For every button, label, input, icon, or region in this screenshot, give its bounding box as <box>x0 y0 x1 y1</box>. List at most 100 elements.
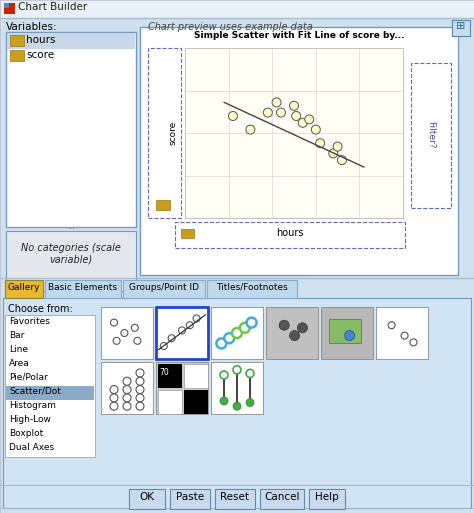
Circle shape <box>121 329 128 337</box>
Bar <box>45 280 121 298</box>
Circle shape <box>110 394 118 402</box>
Text: Scatter/Dot: Scatter/Dot <box>9 387 61 396</box>
Bar <box>158 390 182 414</box>
Circle shape <box>333 142 342 151</box>
Bar <box>376 307 428 359</box>
Circle shape <box>220 397 228 405</box>
Bar <box>6 32 136 227</box>
Circle shape <box>186 322 193 329</box>
Circle shape <box>276 108 285 117</box>
Bar <box>10 50 24 61</box>
Text: hours: hours <box>276 228 304 238</box>
Circle shape <box>168 334 175 342</box>
Text: Bar: Bar <box>9 331 24 340</box>
Circle shape <box>279 320 289 330</box>
Circle shape <box>220 371 228 379</box>
Bar <box>184 390 208 414</box>
Text: ⊞: ⊞ <box>456 21 465 31</box>
Circle shape <box>290 101 299 110</box>
Bar <box>266 307 318 359</box>
Circle shape <box>134 338 141 344</box>
Circle shape <box>246 125 255 134</box>
Circle shape <box>337 156 346 165</box>
Text: hours: hours <box>26 35 55 45</box>
Bar <box>6 330 94 344</box>
Text: Titles/Footnotes: Titles/Footnotes <box>216 283 288 292</box>
Circle shape <box>233 402 241 410</box>
Circle shape <box>246 369 254 378</box>
Circle shape <box>131 324 138 331</box>
Bar <box>6 386 94 400</box>
Circle shape <box>290 330 300 341</box>
Circle shape <box>136 386 144 393</box>
Bar <box>184 364 208 388</box>
Circle shape <box>136 369 144 377</box>
Bar <box>101 307 153 359</box>
Bar <box>181 229 194 238</box>
Circle shape <box>240 323 250 333</box>
Circle shape <box>123 377 131 385</box>
Circle shape <box>123 394 131 402</box>
Text: Basic Elements: Basic Elements <box>48 283 118 292</box>
Text: Variables:: Variables: <box>6 22 58 32</box>
Bar <box>5 315 95 457</box>
Text: Paste: Paste <box>176 492 204 502</box>
Circle shape <box>113 338 120 344</box>
Bar <box>156 362 208 414</box>
Circle shape <box>160 343 167 349</box>
Circle shape <box>110 319 118 326</box>
Bar <box>156 200 170 210</box>
Bar <box>6 372 94 386</box>
Text: Line: Line <box>9 345 28 354</box>
Circle shape <box>329 149 338 158</box>
Circle shape <box>345 330 355 341</box>
Bar <box>156 307 208 359</box>
Bar <box>185 48 403 218</box>
Text: Gallery: Gallery <box>8 283 40 292</box>
Circle shape <box>311 125 320 134</box>
Text: Histogram: Histogram <box>9 401 56 410</box>
Bar <box>170 489 210 509</box>
Text: score: score <box>168 121 177 145</box>
Text: ...: ... <box>67 222 75 231</box>
Text: Favorites: Favorites <box>9 317 50 326</box>
Bar <box>6 428 94 442</box>
Bar <box>6 316 94 330</box>
Circle shape <box>388 322 395 329</box>
Circle shape <box>179 327 185 334</box>
Text: Filter?: Filter? <box>427 121 436 149</box>
Bar <box>452 20 470 36</box>
Text: Simple Scatter with Fit Line of score by...: Simple Scatter with Fit Line of score by… <box>194 31 404 40</box>
Text: Help: Help <box>315 492 339 502</box>
Bar <box>3 298 471 508</box>
Text: Choose from:: Choose from: <box>8 304 73 314</box>
Circle shape <box>123 402 131 410</box>
Text: OK: OK <box>139 492 155 502</box>
Circle shape <box>297 323 308 333</box>
Bar <box>129 489 165 509</box>
Text: Chart Builder: Chart Builder <box>18 2 87 12</box>
Text: Groups/Point ID: Groups/Point ID <box>129 283 199 292</box>
Circle shape <box>193 315 200 322</box>
Bar <box>7 33 135 49</box>
Text: Area: Area <box>9 359 30 368</box>
Bar <box>215 489 255 509</box>
Text: No categories (scale
variable): No categories (scale variable) <box>21 243 121 265</box>
Bar <box>10 35 24 46</box>
Bar <box>98 303 468 483</box>
Bar <box>260 489 304 509</box>
Bar <box>411 63 451 208</box>
Bar <box>207 280 297 298</box>
Bar <box>4 3 15 14</box>
Circle shape <box>272 98 281 107</box>
Bar <box>158 364 182 388</box>
Text: Cancel: Cancel <box>264 492 300 502</box>
Circle shape <box>246 399 254 407</box>
Circle shape <box>110 402 118 410</box>
Circle shape <box>316 139 325 148</box>
Circle shape <box>264 108 273 117</box>
Bar <box>6 414 94 428</box>
Text: Reset: Reset <box>220 492 249 502</box>
Bar <box>211 362 263 414</box>
Circle shape <box>136 402 144 410</box>
